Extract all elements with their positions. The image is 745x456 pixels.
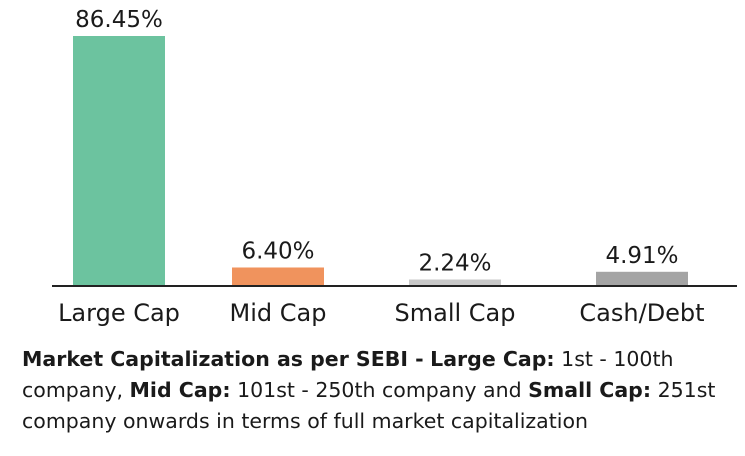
bar-mid-cap bbox=[232, 267, 324, 286]
bar-small-cap bbox=[409, 279, 501, 286]
note-mid-label: Mid Cap: bbox=[129, 378, 231, 402]
note-small-text: 251st company onwards in terms of full m… bbox=[22, 378, 716, 433]
labels-group: 86.45% Large Cap 6.40% Mid Cap 2.24% Small Ca… bbox=[58, 7, 705, 327]
bar-cash-debt bbox=[596, 271, 688, 286]
category-label-mid-cap: Mid Cap bbox=[230, 299, 327, 327]
bar-chart: 86.45% Large Cap 6.40% Mid Cap 2.24% Small Ca… bbox=[52, 7, 737, 327]
category-label-small-cap: Small Cap bbox=[395, 299, 516, 327]
bars-group bbox=[73, 36, 688, 286]
note-large-label: Large Cap: bbox=[430, 347, 555, 371]
value-label-cash-debt: 4.91% bbox=[605, 243, 678, 269]
note-large-text: 1st - 100th company, bbox=[22, 347, 674, 402]
value-label-small-cap: 2.24% bbox=[418, 251, 491, 277]
note-title: Market Capitalization as per SEBI - bbox=[22, 347, 424, 371]
note-small-label: Small Cap: bbox=[528, 378, 652, 402]
note-mid-text: 101st - 250th company and bbox=[237, 378, 522, 402]
market-cap-note: Market Capitalization as per SEBI - Larg… bbox=[22, 344, 737, 437]
bar-large-cap bbox=[73, 36, 165, 286]
category-label-cash-debt: Cash/Debt bbox=[579, 299, 704, 327]
value-label-large-cap: 86.45% bbox=[75, 7, 163, 33]
value-label-mid-cap: 6.40% bbox=[241, 238, 314, 264]
category-label-large-cap: Large Cap bbox=[58, 299, 180, 327]
